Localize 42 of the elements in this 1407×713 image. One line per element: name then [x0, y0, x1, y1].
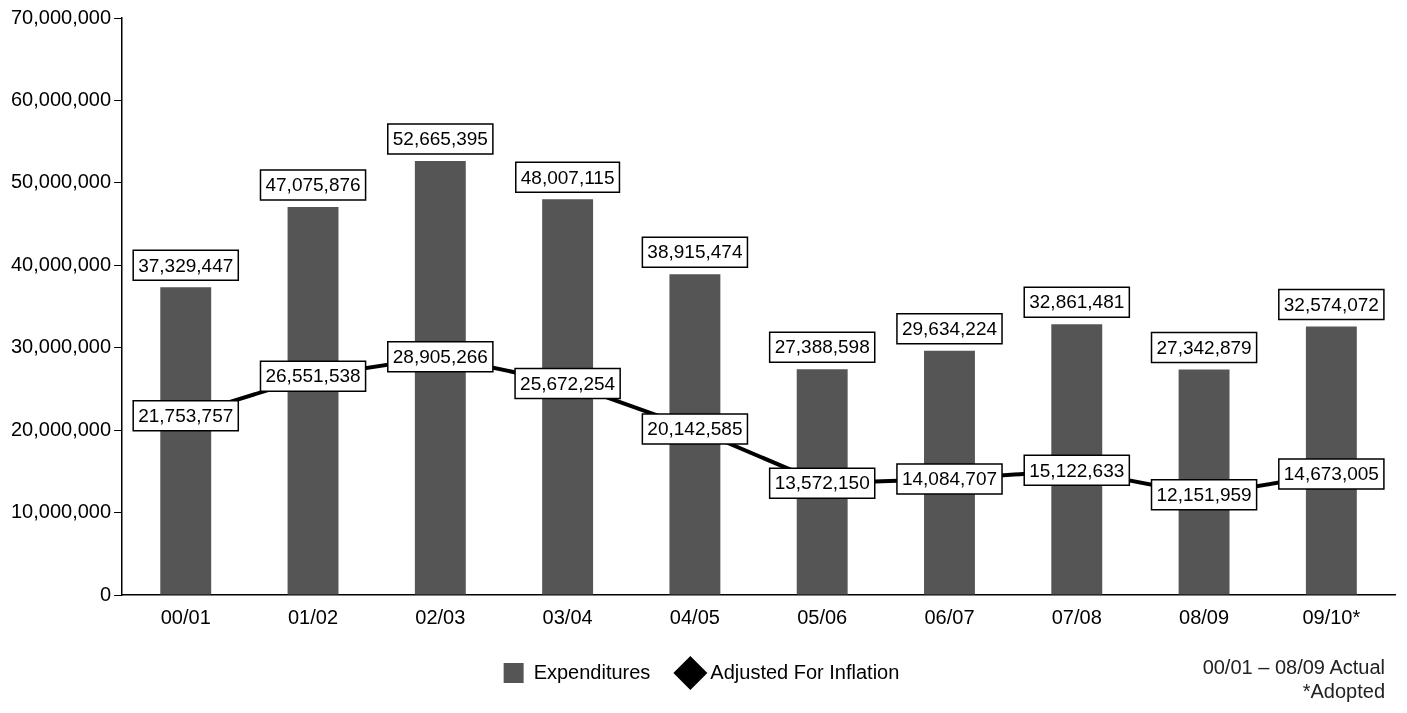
x-tick-label: 06/07: [924, 605, 975, 628]
text: *Adopted: [1301, 679, 1385, 703]
data-label: 37,329,447: [138, 254, 234, 276]
data-label: 32,861,481: [1029, 291, 1125, 313]
data-label: 38,915,474: [647, 241, 743, 263]
text: 00/01 – 08/09 Actual: [1202, 655, 1385, 679]
data-label: 14,673,005: [1283, 463, 1379, 485]
x-tick-label: 03/04: [542, 605, 593, 628]
x-tick-label: 07/08: [1051, 605, 1102, 628]
data-label: 48,007,115: [520, 166, 615, 188]
legend-label: Expenditures: [533, 660, 651, 683]
data-label: 52,665,395: [392, 128, 488, 150]
y-tick-label: 0: [99, 582, 112, 605]
y-tick-label: 10,000,000: [10, 500, 112, 523]
y-tick-label: 70,000,000: [10, 5, 112, 28]
data-label: 29,634,224: [901, 317, 998, 339]
data-label: 27,388,598: [774, 336, 870, 358]
y-tick-label: 30,000,000: [10, 335, 112, 358]
data-label: 14,084,707: [901, 468, 998, 490]
data-label: 26,551,538: [265, 365, 361, 387]
data-label: 28,905,266: [392, 345, 488, 367]
data-label: 47,075,876: [265, 174, 361, 196]
y-tick-label: 60,000,000: [10, 87, 112, 110]
x-tick-label: 05/06: [797, 605, 848, 628]
y-tick-label: 20,000,000: [10, 417, 112, 440]
x-tick-label: 08/09: [1179, 605, 1230, 628]
legend-label: Adjusted For Inflation: [710, 660, 900, 683]
data-label: 13,572,150: [774, 472, 870, 494]
x-tick-label: 01/02: [288, 605, 339, 628]
data-label: 25,672,254: [520, 372, 616, 394]
data-label: 27,342,879: [1156, 336, 1252, 358]
data-label: 32,574,072: [1283, 293, 1379, 315]
data-label: 15,122,633: [1029, 459, 1125, 481]
x-tick-label: 09/10*: [1302, 605, 1361, 628]
x-tick-label: 02/03: [415, 605, 466, 628]
data-label: 20,142,585: [647, 418, 743, 440]
data-label: 21,753,757: [138, 404, 234, 426]
y-tick-label: 50,000,000: [10, 170, 112, 193]
x-tick-label: 00/01: [160, 605, 211, 628]
data-label: 12,151,959: [1156, 484, 1252, 506]
x-tick-label: 04/05: [669, 605, 720, 628]
y-tick-label: 40,000,000: [10, 252, 112, 275]
